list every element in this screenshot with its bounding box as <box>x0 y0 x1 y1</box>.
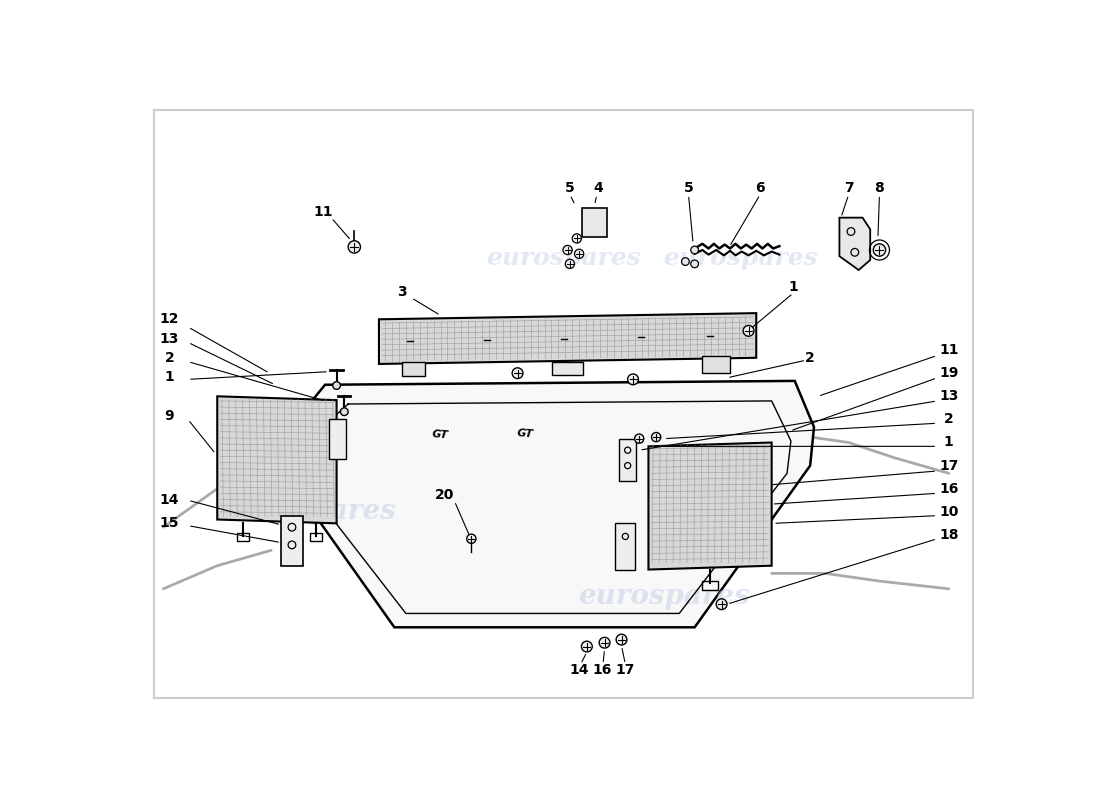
Bar <box>582 208 607 237</box>
Circle shape <box>574 250 584 258</box>
Bar <box>282 516 303 566</box>
Text: eurospares: eurospares <box>663 246 818 270</box>
Text: 18: 18 <box>939 528 958 542</box>
Polygon shape <box>649 442 772 570</box>
Circle shape <box>651 433 661 442</box>
Text: 1: 1 <box>944 435 954 450</box>
Circle shape <box>572 234 582 243</box>
Text: 19: 19 <box>939 366 958 380</box>
Text: 4: 4 <box>594 182 603 195</box>
Circle shape <box>466 534 476 543</box>
Text: 15: 15 <box>160 516 179 530</box>
Text: 9: 9 <box>165 409 174 422</box>
Circle shape <box>616 634 627 645</box>
Circle shape <box>565 259 574 269</box>
Circle shape <box>873 244 886 256</box>
Bar <box>703 356 730 373</box>
Circle shape <box>691 260 698 268</box>
Text: 2: 2 <box>805 350 815 365</box>
Text: 3: 3 <box>397 286 407 299</box>
Text: eurospares: eurospares <box>486 246 641 270</box>
Bar <box>552 362 583 374</box>
Polygon shape <box>218 396 337 523</box>
Bar <box>329 419 345 459</box>
Bar <box>703 581 717 590</box>
Text: eurospares: eurospares <box>223 498 396 526</box>
Polygon shape <box>839 218 870 270</box>
Bar <box>236 534 249 541</box>
Text: 2: 2 <box>165 350 175 365</box>
Text: 8: 8 <box>874 182 884 195</box>
Text: 17: 17 <box>616 662 635 677</box>
Text: 6: 6 <box>756 182 764 195</box>
Circle shape <box>348 241 361 253</box>
Text: 17: 17 <box>939 458 958 473</box>
Bar <box>619 438 636 481</box>
Text: GT: GT <box>432 429 449 441</box>
Circle shape <box>563 246 572 254</box>
Circle shape <box>716 599 727 610</box>
Text: eurospares: eurospares <box>578 583 750 610</box>
Circle shape <box>513 368 522 378</box>
Circle shape <box>682 258 690 266</box>
Bar <box>403 362 425 376</box>
Text: 1: 1 <box>165 370 175 384</box>
Circle shape <box>341 408 349 415</box>
Text: 16: 16 <box>593 662 612 677</box>
Text: 5: 5 <box>565 182 575 195</box>
Text: 7: 7 <box>844 182 854 195</box>
Circle shape <box>582 641 592 652</box>
Bar <box>615 523 636 570</box>
Text: 11: 11 <box>939 343 958 357</box>
Text: 14: 14 <box>160 494 179 507</box>
Text: 13: 13 <box>939 390 958 403</box>
Circle shape <box>691 246 698 254</box>
Circle shape <box>744 326 754 336</box>
Text: 20: 20 <box>434 488 454 502</box>
Bar <box>310 534 322 541</box>
Text: 11: 11 <box>314 205 333 218</box>
Text: 13: 13 <box>160 331 179 346</box>
Circle shape <box>635 434 643 443</box>
Polygon shape <box>378 313 757 364</box>
Text: 2: 2 <box>944 413 954 426</box>
Text: 12: 12 <box>160 312 179 326</box>
Text: 1: 1 <box>789 280 799 294</box>
Text: 5: 5 <box>683 182 693 195</box>
Polygon shape <box>283 381 814 627</box>
Text: GT: GT <box>517 427 534 439</box>
Circle shape <box>628 374 638 385</box>
Text: 14: 14 <box>570 662 589 677</box>
Circle shape <box>600 638 609 648</box>
Text: 16: 16 <box>939 482 958 496</box>
Circle shape <box>332 382 341 390</box>
Text: 10: 10 <box>939 505 958 519</box>
